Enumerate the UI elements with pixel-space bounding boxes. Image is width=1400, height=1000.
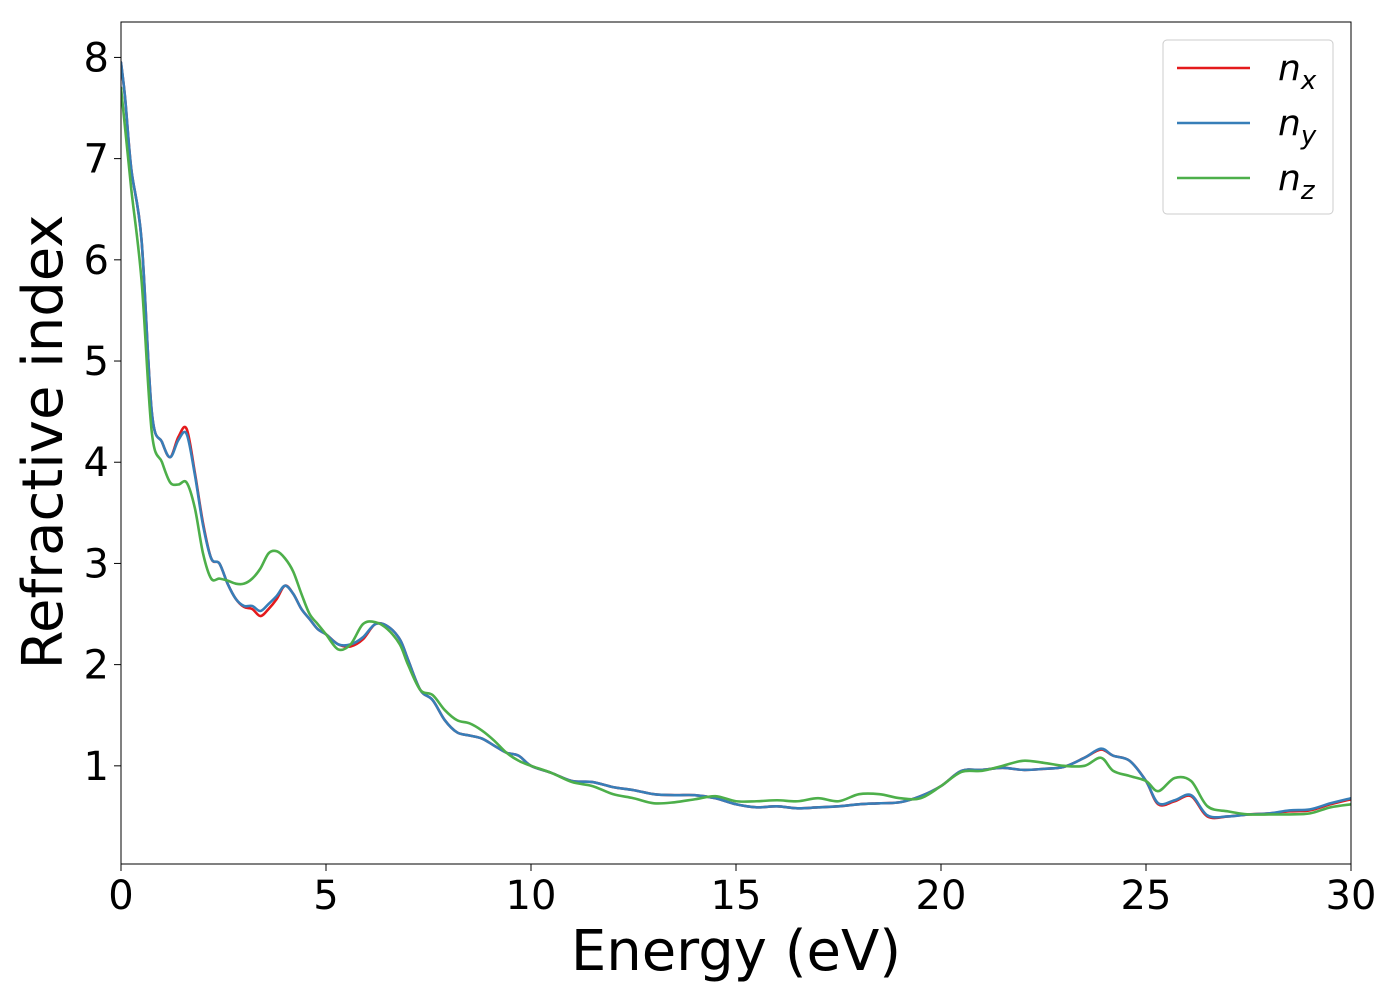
x-tick-label: 0 bbox=[108, 873, 133, 919]
series-line-ny bbox=[121, 61, 1351, 819]
y-tick-label: 7 bbox=[84, 137, 109, 183]
x-tick-label: 10 bbox=[506, 873, 557, 919]
legend-label-base: n bbox=[1278, 103, 1301, 144]
legend-label-subscript: z bbox=[1300, 176, 1316, 206]
y-tick-label: 3 bbox=[84, 541, 109, 587]
y-tick-label: 1 bbox=[84, 744, 109, 790]
x-axis-label: Energy (eV) bbox=[571, 919, 901, 984]
y-tick-label: 2 bbox=[84, 643, 109, 689]
x-tick-label: 20 bbox=[916, 873, 967, 919]
y-tick-label: 6 bbox=[84, 238, 109, 284]
x-tick-label: 15 bbox=[711, 873, 762, 919]
legend-label-base: n bbox=[1278, 48, 1301, 89]
x-tick-label: 25 bbox=[1121, 873, 1172, 919]
legend-box bbox=[1162, 39, 1334, 215]
y-axis-label: Refractive index bbox=[11, 215, 76, 670]
legend-label-nx: nx bbox=[1278, 48, 1317, 96]
x-tick-label: 30 bbox=[1326, 873, 1377, 919]
x-axis-ticks: 0 5 10 15 20 25 30 bbox=[108, 864, 1376, 919]
legend-label-ny: ny bbox=[1278, 103, 1317, 151]
legend-label-base: n bbox=[1278, 158, 1301, 199]
y-axis-ticks: 1 2 3 4 5 6 7 8 bbox=[84, 35, 121, 790]
y-tick-label: 4 bbox=[84, 440, 109, 486]
y-tick-label: 8 bbox=[84, 35, 109, 81]
legend-label-subscript: x bbox=[1300, 66, 1317, 96]
legend-label-nz: nz bbox=[1278, 158, 1316, 206]
y-tick-label: 5 bbox=[84, 339, 109, 385]
legend-label-subscript: y bbox=[1300, 121, 1317, 151]
series-line-nz bbox=[121, 86, 1351, 816]
x-tick-label: 5 bbox=[313, 873, 338, 919]
